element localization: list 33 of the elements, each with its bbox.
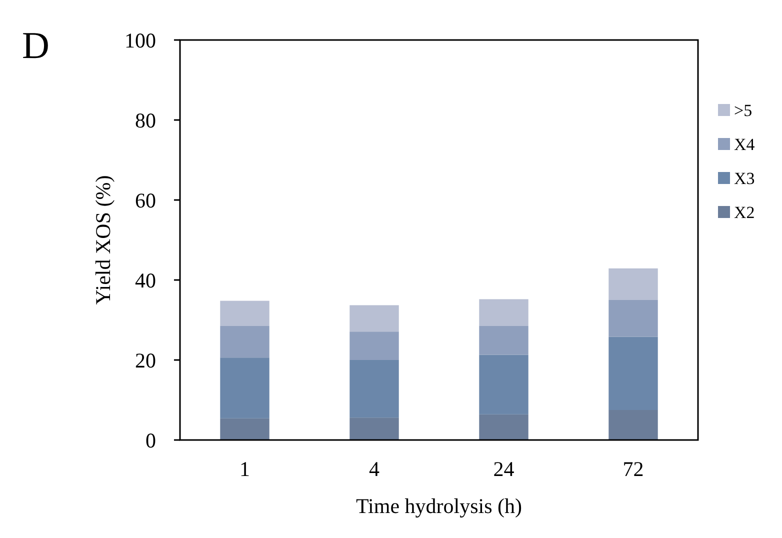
- y-tick-label: 80: [135, 108, 156, 132]
- bar: [608, 410, 658, 440]
- x-tick-label: 4: [369, 457, 380, 481]
- bar: [220, 326, 270, 358]
- bar: [479, 414, 528, 440]
- legend-label: >5: [734, 100, 752, 120]
- bar: [350, 418, 399, 440]
- bar: [479, 354, 528, 414]
- bar: [608, 268, 658, 300]
- y-tick-label: 0: [146, 428, 156, 452]
- x-axis-title: Time hydrolysis (h): [356, 494, 522, 518]
- bar: [220, 418, 270, 440]
- x-tick-label: 1: [240, 457, 250, 481]
- bar: [220, 300, 270, 326]
- legend-label: X2: [734, 202, 755, 222]
- bar: [479, 326, 528, 355]
- y-tick-label: 40: [135, 268, 156, 292]
- text: D: [22, 25, 50, 67]
- y-axis-title: Yield XOS (%): [91, 175, 115, 305]
- bar: [350, 332, 399, 360]
- bar: [350, 360, 399, 418]
- x-tick-label: 24: [493, 457, 515, 481]
- bar: [608, 336, 658, 410]
- y-tick-label: 20: [135, 348, 156, 372]
- legend-label: X4: [734, 134, 756, 154]
- bar: [220, 358, 270, 418]
- bar: [350, 305, 399, 332]
- legend-label: X3: [734, 168, 755, 188]
- bar: [479, 299, 528, 326]
- y-tick-label: 100: [124, 28, 156, 52]
- y-tick-label: 60: [135, 188, 156, 212]
- x-tick-label: 72: [622, 457, 644, 481]
- bar: [608, 300, 658, 337]
